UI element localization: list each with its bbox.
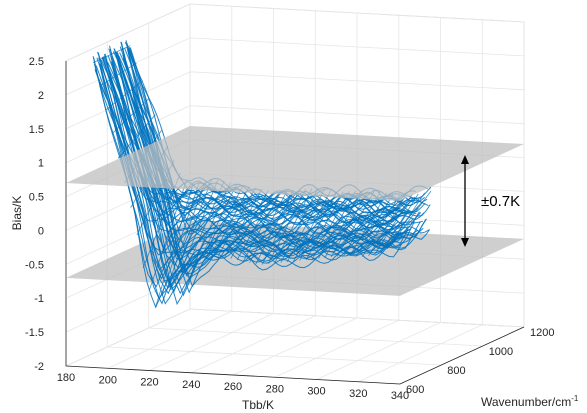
surface-trace xyxy=(129,47,431,288)
z-tick-label: -1.5 xyxy=(25,327,44,339)
surface-rib xyxy=(355,193,394,257)
surface-rib xyxy=(180,179,219,272)
surface-rib xyxy=(362,195,400,258)
surface-rib xyxy=(99,62,137,87)
surface-rib xyxy=(142,172,181,269)
surface-rib xyxy=(211,186,250,258)
surface-rib xyxy=(336,190,375,257)
surface-rib xyxy=(305,191,344,261)
surface-rib xyxy=(280,187,319,263)
y-axis-label-text: Wavenumber/cm xyxy=(481,395,571,409)
surface-rib xyxy=(217,187,256,257)
surface-rib xyxy=(374,194,413,255)
y-tick-label: 600 xyxy=(406,384,424,396)
x-tick-label: 180 xyxy=(57,372,75,384)
z-axis-label: Bias/K xyxy=(10,196,24,231)
z-tick-label: 2 xyxy=(38,90,44,102)
surface-rib xyxy=(387,192,425,249)
y-tick-label: 800 xyxy=(447,365,465,377)
surface-rib xyxy=(261,189,300,265)
x-tick-label: 260 xyxy=(224,381,242,393)
y-tick-label: 1000 xyxy=(489,346,513,358)
surface-rib xyxy=(243,191,281,262)
x-tick-label: 220 xyxy=(140,377,158,389)
surface-rib xyxy=(161,182,200,295)
surface-trace xyxy=(129,47,432,268)
z-tick-label: 0.5 xyxy=(29,192,44,204)
upper-threshold-plane xyxy=(66,126,524,201)
surface-rib xyxy=(318,190,357,259)
z-tick-label: 2.5 xyxy=(29,56,44,68)
surface-rib xyxy=(349,192,388,257)
surface-rib xyxy=(299,191,338,261)
y-grid-line xyxy=(106,42,442,366)
axes: 180 200 220 240 260 280 300 320 3406008001000120… xyxy=(25,56,554,402)
annotation: ±0.7K xyxy=(461,155,520,247)
x-tick-label: 320 xyxy=(349,388,367,400)
surface-rib xyxy=(330,190,369,258)
y-axis-line xyxy=(399,326,525,385)
annotation-arrow-head-down xyxy=(461,238,469,247)
surface-rib xyxy=(117,114,156,159)
x-tick-label: 200 xyxy=(99,374,117,386)
surface-rib xyxy=(368,195,407,257)
y-tick-label: 1200 xyxy=(530,327,554,339)
surface-rib xyxy=(324,189,363,259)
surface-rib xyxy=(186,180,225,268)
bias-surface xyxy=(92,40,432,309)
x-tick-label: 240 xyxy=(182,379,200,391)
surface-rib xyxy=(155,184,194,307)
surface-trace xyxy=(92,55,394,309)
surface-rib xyxy=(274,188,313,264)
front-planes xyxy=(66,126,524,201)
surface-trace xyxy=(128,47,431,247)
surface-rib xyxy=(343,190,382,257)
surface-rib xyxy=(105,80,144,111)
surface-rib xyxy=(167,180,206,285)
surface-rib xyxy=(199,183,238,262)
surface-rib xyxy=(111,98,150,135)
surface-rib xyxy=(311,190,350,260)
surface-rib xyxy=(249,191,288,263)
surface-rib xyxy=(192,182,231,265)
z-tick-label: 1 xyxy=(38,158,44,170)
surface-rib xyxy=(92,45,131,64)
surface-rib xyxy=(205,184,244,260)
surface-rib xyxy=(224,188,263,258)
x-axis-label: Tbb/K xyxy=(242,398,274,412)
x-tick-label: 280 xyxy=(266,383,284,395)
z-tick-label: -1 xyxy=(34,293,44,305)
surface-rib xyxy=(393,190,432,242)
y-grid-line xyxy=(189,4,525,328)
surface-rib xyxy=(255,190,294,265)
z-tick-label: 0 xyxy=(38,225,44,237)
axis-labels: Bias/K Tbb/K Wavenumber/cm-1 xyxy=(10,196,579,412)
surface-trace xyxy=(120,41,422,297)
surface-rib xyxy=(286,188,325,263)
z-tick-label: 1.5 xyxy=(29,124,44,136)
x-axis-line xyxy=(65,365,401,385)
surface-rib xyxy=(148,179,188,291)
surface-rib xyxy=(293,190,332,262)
x-tick-label: 340 xyxy=(391,390,409,402)
x-tick-label: 300 xyxy=(307,386,325,398)
surface-rib xyxy=(380,193,419,253)
surface-trace xyxy=(119,46,422,273)
surface-rib xyxy=(230,190,269,259)
annotation-arrow-head-up xyxy=(461,155,469,164)
z-tick-label: -2 xyxy=(34,361,44,373)
y-axis-label-exponent: -1 xyxy=(571,394,579,403)
z-tick-label: -0.5 xyxy=(25,259,44,271)
surface-rib xyxy=(267,188,307,265)
surface-rib xyxy=(174,179,213,277)
annotation-label: ±0.7K xyxy=(481,193,520,210)
surface-rib xyxy=(236,191,275,261)
y-axis-label: Wavenumber/cm-1 xyxy=(481,394,579,409)
